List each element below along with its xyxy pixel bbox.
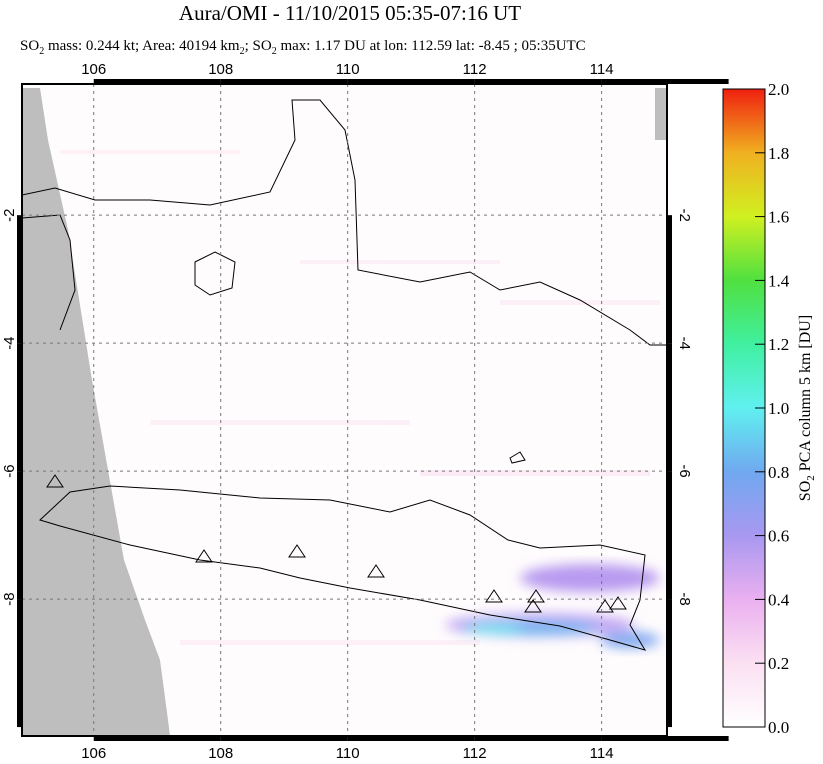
x-tick-label: 114 [590, 745, 614, 759]
no-data [22, 88, 170, 736]
tick-bar [220, 736, 348, 741]
tick-bar [17, 599, 22, 728]
colorbar-tick-label: 1.6 [768, 208, 789, 227]
faint-retrievals [60, 150, 660, 645]
tick-bar [347, 79, 475, 84]
subscript: 2 [805, 475, 817, 481]
colorbar-tick-label: 1.8 [768, 144, 789, 163]
map [22, 84, 667, 736]
text-part: ; SO [245, 38, 272, 54]
tick-bar [601, 79, 729, 84]
colorbar-tick-label: 0.0 [768, 718, 789, 737]
subscript: 2 [272, 46, 277, 57]
tick-bar [93, 736, 221, 741]
colorbar-tick-label: 0.8 [768, 463, 789, 482]
so2-plume [445, 564, 660, 648]
tick-bar [667, 599, 672, 728]
tick-bar [667, 215, 672, 344]
x-tick-label: 108 [208, 745, 233, 759]
tick-bar [667, 471, 672, 600]
axes: 106 106 108 108 110 110 112 112 114 114 -2 -2 -4 -4 -6… [1, 61, 729, 762]
x-tick-label: 106 [81, 745, 106, 759]
y-tick-label: -2 [1, 208, 18, 221]
y-tick-label: -6 [676, 464, 693, 477]
no-data [655, 88, 667, 140]
text-part: SO [20, 38, 39, 54]
tick-bar [17, 343, 22, 472]
volcano-markers [46, 474, 627, 613]
y-tick-label: -6 [1, 464, 18, 477]
tick-bar [347, 736, 475, 741]
colorbar-tick-label: 0.6 [768, 527, 789, 546]
colorbar-tick-label: 0.2 [768, 654, 789, 673]
tick-bar [667, 343, 672, 472]
colorbar-tick-label: 2.0 [768, 80, 789, 99]
tick-bar [17, 215, 22, 344]
title: Aura/OMI - 11/10/2015 05:35-07:16 UT [179, 1, 521, 25]
x-tick-label: 108 [208, 61, 233, 78]
x-tick-label: 106 [81, 61, 106, 78]
x-tick-label: 114 [590, 61, 614, 78]
x-tick-label: 110 [336, 61, 360, 78]
tick-bar [93, 79, 221, 84]
colorbar-axis: 0.0 0.2 0.4 0.6 0.8 1.0 1.2 1.4 1.6 1.8 2.0 [755, 80, 790, 737]
y-tick-label: -4 [1, 336, 18, 349]
tick-bar [474, 736, 602, 741]
tick-bar [220, 79, 348, 84]
y-tick-label: -4 [676, 336, 693, 349]
text-part: mass: 0.244 kt; Area: 40194 km [44, 38, 240, 54]
coastline [22, 99, 667, 651]
x-tick-label: 112 [463, 61, 487, 78]
x-tick-label: 112 [463, 745, 487, 759]
colorbar-tick-label: 1.0 [768, 399, 789, 418]
subtitle: SO2 mass: 0.244 kt; Area: 40194 km2; SO2… [20, 38, 586, 57]
subscript: 2 [240, 46, 245, 57]
text-part: max: 1.17 DU at lon: 112.59 lat: -8.45 ;… [277, 38, 586, 54]
y-tick-label: -8 [676, 592, 693, 605]
x-tick-label: 110 [336, 745, 360, 759]
colorbar-tick-label: 0.4 [768, 590, 790, 609]
grid [22, 84, 667, 736]
tick-bar [474, 79, 602, 84]
subscript: 2 [39, 46, 44, 57]
y-tick-label: -8 [1, 592, 18, 605]
text-part: PCA column 5 km [DU] [797, 315, 814, 475]
tick-bar [601, 736, 729, 741]
colorbar-tick-label: 1.2 [768, 335, 789, 354]
colorbar-tick-label: 1.4 [768, 271, 790, 290]
y-tick-label: -2 [676, 208, 693, 221]
text-part: SO [797, 481, 814, 501]
colorbar-label: SO2 PCA column 5 km [DU] [797, 315, 817, 501]
tick-bar [17, 471, 22, 600]
